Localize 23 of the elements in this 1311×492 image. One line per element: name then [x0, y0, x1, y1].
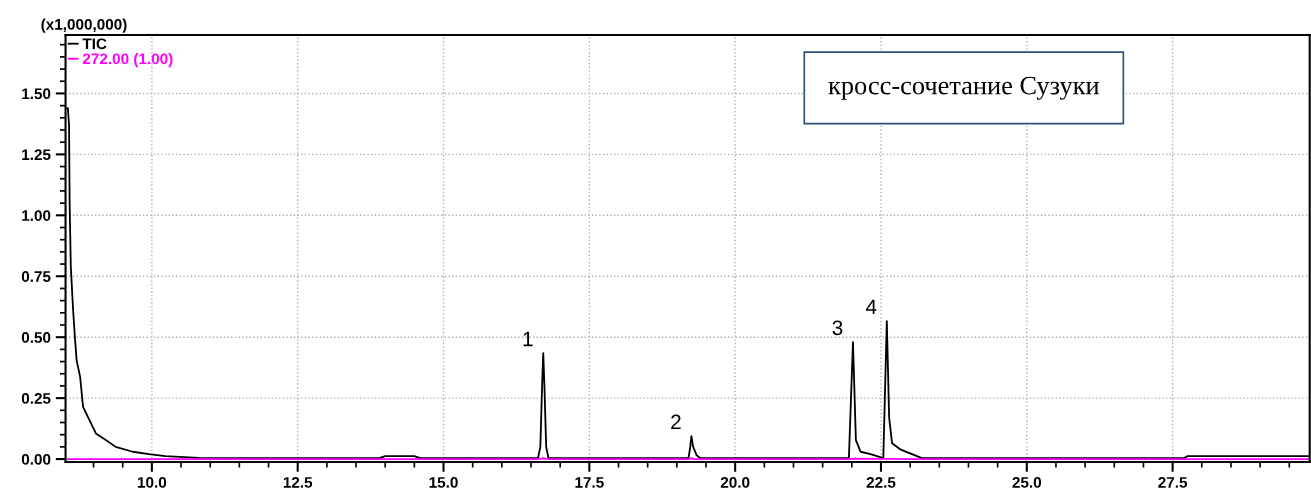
annotation: 4 — [865, 299, 877, 314]
annotation: 1 — [523, 331, 533, 347]
x-tick-label: 20.0 — [720, 476, 750, 488]
y-axis-title: (x1,000,000) — [41, 18, 127, 33]
y-tick-label: 0.25 — [21, 392, 51, 404]
annotation: 2 — [671, 414, 681, 430]
y-tick-label: 1.00 — [22, 210, 51, 221]
y-tick-label: 0.75 — [21, 271, 51, 282]
x-tick-label: 25.0 — [1012, 476, 1042, 488]
y-tick-label: 1.50 — [22, 88, 51, 100]
legend-label: 272.00 (1.00) — [82, 52, 173, 68]
x-tick-label: 27.5 — [1158, 476, 1188, 488]
legend-label: TIC — [82, 38, 107, 50]
annotation: 3 — [832, 320, 843, 336]
x-tick-label: 17.5 — [575, 477, 604, 488]
x-tick-label: 22.5 — [866, 476, 896, 488]
x-tick-label: 15.0 — [429, 476, 458, 488]
x-tick-label: 12.5 — [283, 476, 313, 488]
y-tick-label: 0.50 — [21, 332, 51, 343]
y-tick-label: 1.25 — [22, 149, 51, 161]
x-tick-label: 10.0 — [137, 476, 167, 488]
annotation: кросс-сочетание Сузуки — [828, 76, 1099, 100]
y-tick-label: 0.00 — [21, 453, 51, 465]
